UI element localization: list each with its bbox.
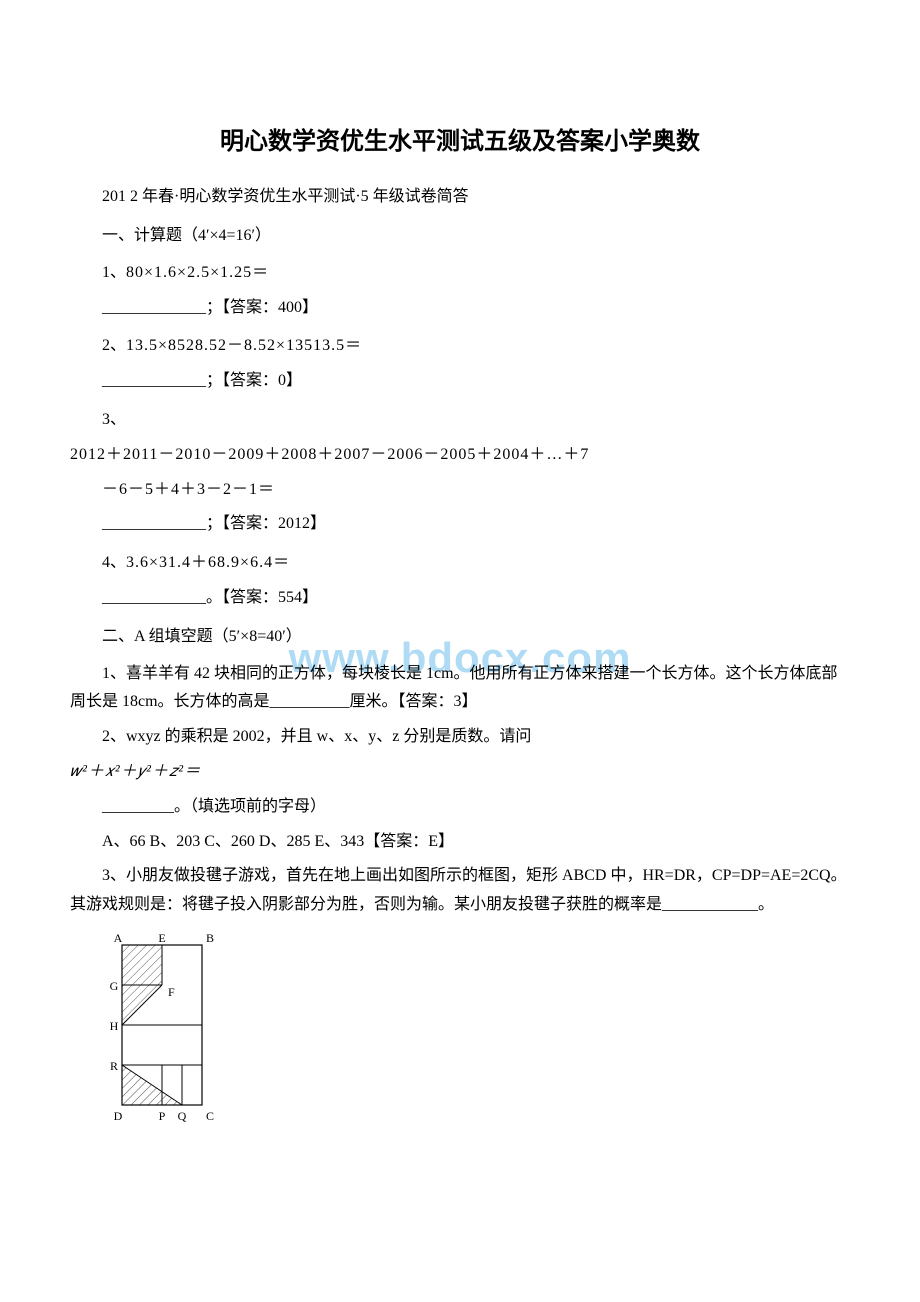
label-C: C bbox=[206, 1109, 214, 1123]
s1-q2-num: 2、 bbox=[102, 337, 126, 354]
subtitle: 201 2 年春·明心数学资优生水平测试·5 年级试卷简答 bbox=[70, 183, 850, 212]
label-R: R bbox=[110, 1059, 118, 1073]
label-Q: Q bbox=[178, 1109, 187, 1123]
s2-q2-text: 2、wxyz 的乘积是 2002，并且 w、x、y、z 分别是质数。请问 bbox=[70, 723, 850, 752]
section1-heading: 一、计算题（4′×4=16′） bbox=[70, 222, 850, 251]
s1-q1: 1、80×1.6×2.5×1.25＝ bbox=[70, 259, 850, 288]
s2-q1: 1、喜羊羊有 42 块相同的正方体，每块棱长是 1cm。他用所有正方体来搭建一个… bbox=[70, 660, 850, 718]
s1-q4-num: 4、 bbox=[102, 554, 126, 571]
s1-q1-formula: 80×1.6×2.5×1.25＝ bbox=[126, 264, 269, 281]
s1-q3-formula-line1: 2012＋2011－2010－2009＋2008＋2007－2006－2005＋… bbox=[70, 441, 850, 470]
s1-q4: 4、3.6×31.4＋68.9×6.4＝ bbox=[70, 549, 850, 578]
s2-q3: 3、小朋友做投毽子游戏，首先在地上画出如图所示的框图，矩形 ABCD 中，HR=… bbox=[70, 862, 850, 920]
s1-q2-formula: 13.5×8528.52－8.52×13513.5＝ bbox=[126, 337, 362, 354]
s2-q2-options: A、66 B、203 C、260 D、285 E、343【答案：E】 bbox=[70, 828, 850, 857]
s1-q2: 2、13.5×8528.52－8.52×13513.5＝ bbox=[70, 332, 850, 361]
s2-q2-blank: _________。（填选项前的字母） bbox=[70, 793, 850, 822]
label-P: P bbox=[159, 1109, 166, 1123]
s1-q2-answer: _____________；【答案：0】 bbox=[70, 367, 850, 396]
label-G: G bbox=[110, 979, 119, 993]
s1-q1-num: 1、 bbox=[102, 264, 126, 281]
section2-heading: 二、A 组填空题（5′×8=40′） bbox=[70, 623, 850, 652]
geometry-diagram: A E B G F H R D P Q C bbox=[102, 930, 850, 1130]
s1-q1-answer: _____________；【答案：400】 bbox=[70, 294, 850, 323]
label-H: H bbox=[110, 1019, 119, 1033]
label-D: D bbox=[114, 1109, 123, 1123]
page-title: 明心数学资优生水平测试五级及答案小学奥数 bbox=[70, 120, 850, 163]
s2-q2-formula: 𝑤²＋𝑥²＋𝑦²＋𝑧²＝ bbox=[70, 758, 850, 787]
s1-q3-answer: _____________；【答案：2012】 bbox=[70, 510, 850, 539]
s1-q3-num: 3、 bbox=[70, 406, 850, 435]
s1-q4-formula: 3.6×31.4＋68.9×6.4＝ bbox=[126, 554, 290, 571]
s1-q4-answer: _____________。【答案：554】 bbox=[70, 584, 850, 613]
s1-q3-formula-line2: －6－5＋4＋3－2－1＝ bbox=[70, 476, 850, 505]
label-A: A bbox=[114, 931, 123, 945]
label-F: F bbox=[168, 985, 175, 999]
label-B: B bbox=[206, 931, 214, 945]
label-E: E bbox=[158, 931, 165, 945]
